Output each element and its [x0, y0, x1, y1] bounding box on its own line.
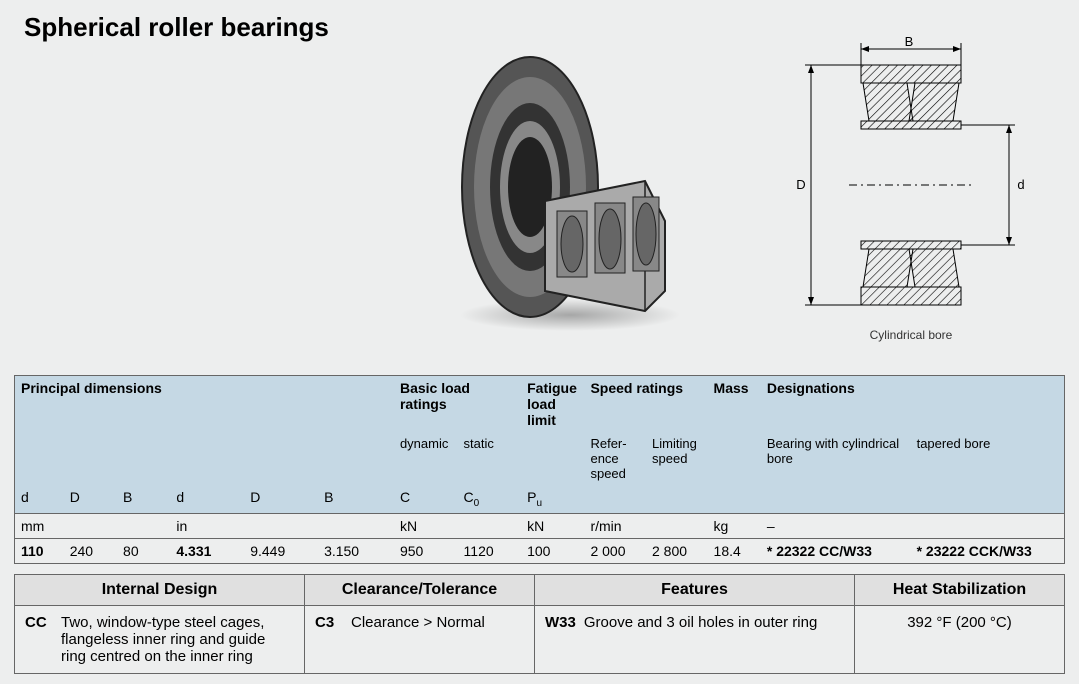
feat-clearance-cell: C3 Clearance > Normal — [305, 605, 535, 673]
dim-label-d: d — [1017, 177, 1024, 192]
feat-clearance-code: C3 — [315, 614, 351, 631]
feat-hdr-features: Features — [535, 574, 855, 605]
val-Pu: 100 — [521, 538, 584, 563]
val-C0: 1120 — [458, 538, 522, 563]
hdr-speed: Speed ratings — [584, 376, 707, 433]
val-d-in: 4.331 — [170, 538, 244, 563]
sym-C: C — [394, 485, 458, 513]
sym-B-in: B — [318, 485, 394, 513]
sym-C0: C0 — [458, 485, 522, 513]
val-B-mm: 80 — [117, 538, 170, 563]
hdr-principal: Principal dimensions — [15, 376, 394, 433]
unit-mm: mm — [15, 513, 171, 538]
sub-static: static — [458, 432, 522, 485]
unit-dash: – — [761, 513, 1065, 538]
val-limspeed: 2 800 — [646, 538, 708, 563]
schematic-diagram: B D d — [781, 37, 1041, 337]
val-desig-tap: * 23222 CCK/W33 — [911, 538, 1065, 563]
dim-label-D: D — [796, 177, 805, 192]
val-D-in: 9.449 — [244, 538, 318, 563]
feat-internal-code: CC — [25, 614, 61, 665]
dim-label-B: B — [905, 37, 914, 49]
val-D-mm: 240 — [64, 538, 117, 563]
hdr-basic-load: Basic load ratings — [394, 376, 521, 433]
val-d-mm: 110 — [15, 538, 64, 563]
sym-B: B — [117, 485, 170, 513]
unit-kN2: kN — [521, 513, 584, 538]
sym-d-in: d — [170, 485, 244, 513]
sub-desig: Bearing with cylindrical bore — [761, 432, 911, 485]
hdr-mass: Mass — [708, 376, 761, 433]
schematic-caption: Cylindrical bore — [781, 328, 1041, 342]
table-row: 110 240 80 4.331 9.449 3.150 950 1120 10… — [15, 538, 1065, 563]
feat-features-cell: W33 Groove and 3 oil holes in outer ring — [535, 605, 855, 673]
hdr-designations: Designations — [761, 376, 1065, 433]
sub-reference: Refer-ence speed — [584, 432, 646, 485]
feat-clearance-text: Clearance > Normal — [351, 614, 485, 631]
sym-D-in: D — [244, 485, 318, 513]
feat-hdr-heat: Heat Stabilization — [855, 574, 1065, 605]
feat-features-text: Groove and 3 oil holes in outer ring — [584, 614, 817, 631]
val-B-in: 3.150 — [318, 538, 394, 563]
hero-area: B D d — [0, 47, 1079, 367]
bearing-3d-illustration — [420, 37, 700, 337]
sub-limiting: Limiting speed — [646, 432, 708, 485]
feat-hdr-internal: Internal Design — [15, 574, 305, 605]
spec-table: Principal dimensions Basic load ratings … — [14, 375, 1065, 564]
feat-hdr-clearance: Clearance/Tolerance — [305, 574, 535, 605]
val-desig-cyl: * 22322 CC/W33 — [761, 538, 911, 563]
sym-D: D — [64, 485, 117, 513]
hdr-fatigue: Fatigue load limit — [521, 376, 584, 433]
unit-in: in — [170, 513, 394, 538]
unit-kg: kg — [708, 513, 761, 538]
spec-table-wrap: Principal dimensions Basic load ratings … — [14, 375, 1065, 674]
val-mass: 18.4 — [708, 538, 761, 563]
unit-kN: kN — [394, 513, 521, 538]
sub-dynamic: dynamic — [394, 432, 458, 485]
sym-Pu: Pu — [521, 485, 584, 513]
val-refspeed: 2 000 — [584, 538, 646, 563]
unit-rmin: r/min — [584, 513, 707, 538]
val-C: 950 — [394, 538, 458, 563]
sub-tapered: tapered bore — [911, 432, 1065, 485]
features-table: Internal Design Clearance/Tolerance Feat… — [14, 574, 1065, 674]
sym-d: d — [15, 485, 64, 513]
feat-internal-text: Two, window-type steel cages, flangeless… — [61, 614, 294, 665]
feat-features-code: W33 — [545, 614, 584, 631]
feat-internal-cell: CC Two, window-type steel cages, flangel… — [15, 605, 305, 673]
feat-heat-cell: 392 °F (200 °C) — [855, 605, 1065, 673]
